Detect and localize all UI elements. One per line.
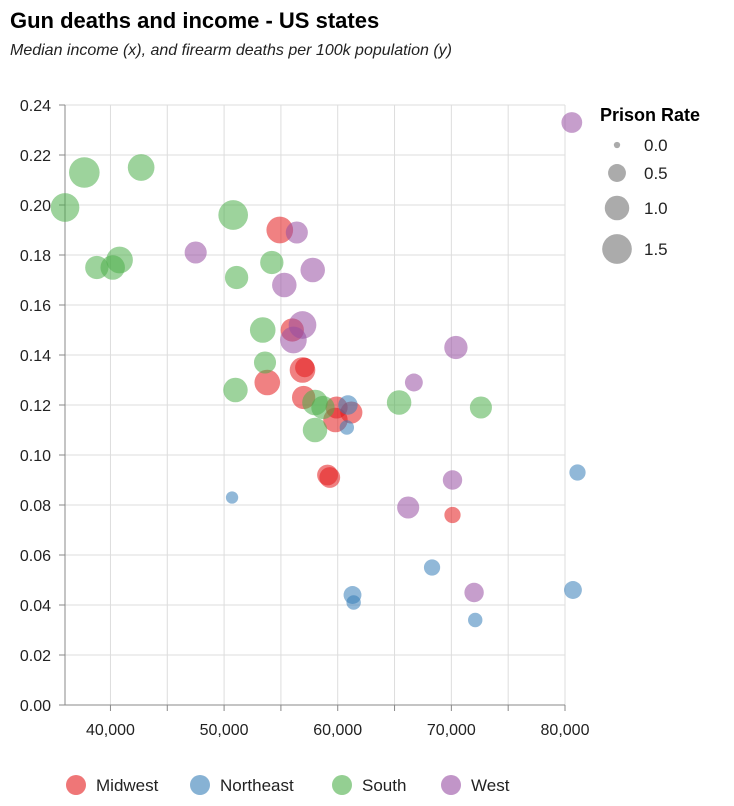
data-point-midwest — [444, 506, 461, 524]
y-tick-label: 0.22 — [20, 148, 51, 165]
data-point-west — [272, 272, 297, 298]
data-point-south — [223, 377, 248, 403]
data-point-west — [397, 496, 420, 519]
data-point-midwest — [295, 357, 315, 378]
data-point-south — [260, 250, 284, 275]
data-point-south — [253, 351, 277, 374]
data-point-midwest — [319, 467, 341, 488]
data-point-west — [442, 470, 463, 490]
color-legend-symbol — [66, 775, 86, 795]
data-point-south — [69, 157, 100, 188]
x-tick-label: 60,000 — [313, 722, 362, 739]
size-legend-symbol — [613, 141, 621, 149]
y-tick-label: 0.04 — [20, 598, 51, 615]
x-tick-label: 40,000 — [86, 722, 135, 739]
y-tick-label: 0.16 — [20, 298, 51, 315]
data-point-south — [106, 246, 133, 274]
data-point-west — [300, 257, 325, 283]
data-point-south — [386, 390, 412, 415]
data-point-northeast — [569, 464, 586, 481]
color-legend-label: West — [471, 776, 510, 795]
color-legend-label: South — [362, 776, 406, 795]
data-point-northeast — [468, 612, 483, 628]
data-point-south — [218, 200, 249, 230]
data-point-south — [50, 193, 80, 222]
data-point-west — [464, 582, 484, 603]
data-point-south — [469, 396, 492, 419]
chart-title: Gun deaths and income - US states — [10, 8, 380, 33]
y-tick-label: 0.18 — [20, 248, 51, 265]
color-legend-label: Northeast — [220, 776, 294, 795]
data-point-west — [280, 326, 307, 354]
data-point-west — [561, 112, 583, 133]
color-legend-label: Midwest — [96, 776, 159, 795]
size-legend-symbol — [602, 234, 632, 264]
data-point-northeast — [564, 581, 582, 599]
y-tick-label: 0.06 — [20, 548, 51, 565]
size-legend-label: 1.0 — [644, 199, 668, 218]
data-point-midwest — [254, 369, 281, 396]
x-tick-label: 70,000 — [427, 722, 476, 739]
data-points — [50, 112, 586, 628]
y-tick-label: 0.10 — [20, 448, 51, 465]
x-tick-label: 50,000 — [200, 722, 249, 739]
data-point-west — [285, 221, 308, 244]
y-tick-label: 0.20 — [20, 198, 51, 215]
color-legend-symbol — [441, 775, 461, 795]
y-tick-label: 0.14 — [20, 348, 51, 365]
data-point-south — [127, 154, 155, 181]
data-point-south — [249, 317, 276, 343]
data-point-south — [302, 417, 328, 443]
y-tick-label: 0.12 — [20, 398, 51, 415]
y-tick-label: 0.24 — [20, 98, 51, 115]
data-point-northeast — [339, 420, 355, 435]
y-tick-label: 0.00 — [20, 698, 51, 715]
y-tick-label: 0.02 — [20, 648, 51, 665]
color-legend-symbol — [332, 775, 352, 795]
x-tick-label: 80,000 — [541, 722, 590, 739]
axes: 40,000 50,000 60,000 70,000 80,000 0.00 0.02 0.… — [20, 98, 590, 739]
data-point-northeast — [423, 559, 441, 576]
data-point-west — [404, 373, 423, 392]
chart-subtitle: Median income (x), and firearm deaths pe… — [10, 42, 452, 59]
data-point-west — [444, 335, 468, 360]
data-point-midwest — [266, 216, 294, 244]
data-point-northeast — [225, 491, 239, 504]
color-legend-symbol — [190, 775, 210, 795]
y-tick-label: 0.08 — [20, 498, 51, 515]
size-legend-symbol — [608, 164, 626, 182]
data-point-northeast — [346, 595, 361, 610]
size-legend-title: Prison Rate — [600, 105, 700, 125]
size-legend-label: 0.0 — [644, 136, 668, 155]
data-point-south — [224, 265, 249, 290]
size-legend-label: 0.5 — [644, 164, 668, 183]
size-legend-label: 1.5 — [644, 240, 668, 259]
data-point-south — [311, 395, 335, 420]
size-legend-symbol — [604, 195, 630, 221]
data-point-west — [184, 241, 207, 264]
legends: Prison Rate 0.0 0.5 1.0 1.5 Midwest Northeast S… — [66, 105, 700, 795]
data-point-northeast — [338, 395, 358, 415]
